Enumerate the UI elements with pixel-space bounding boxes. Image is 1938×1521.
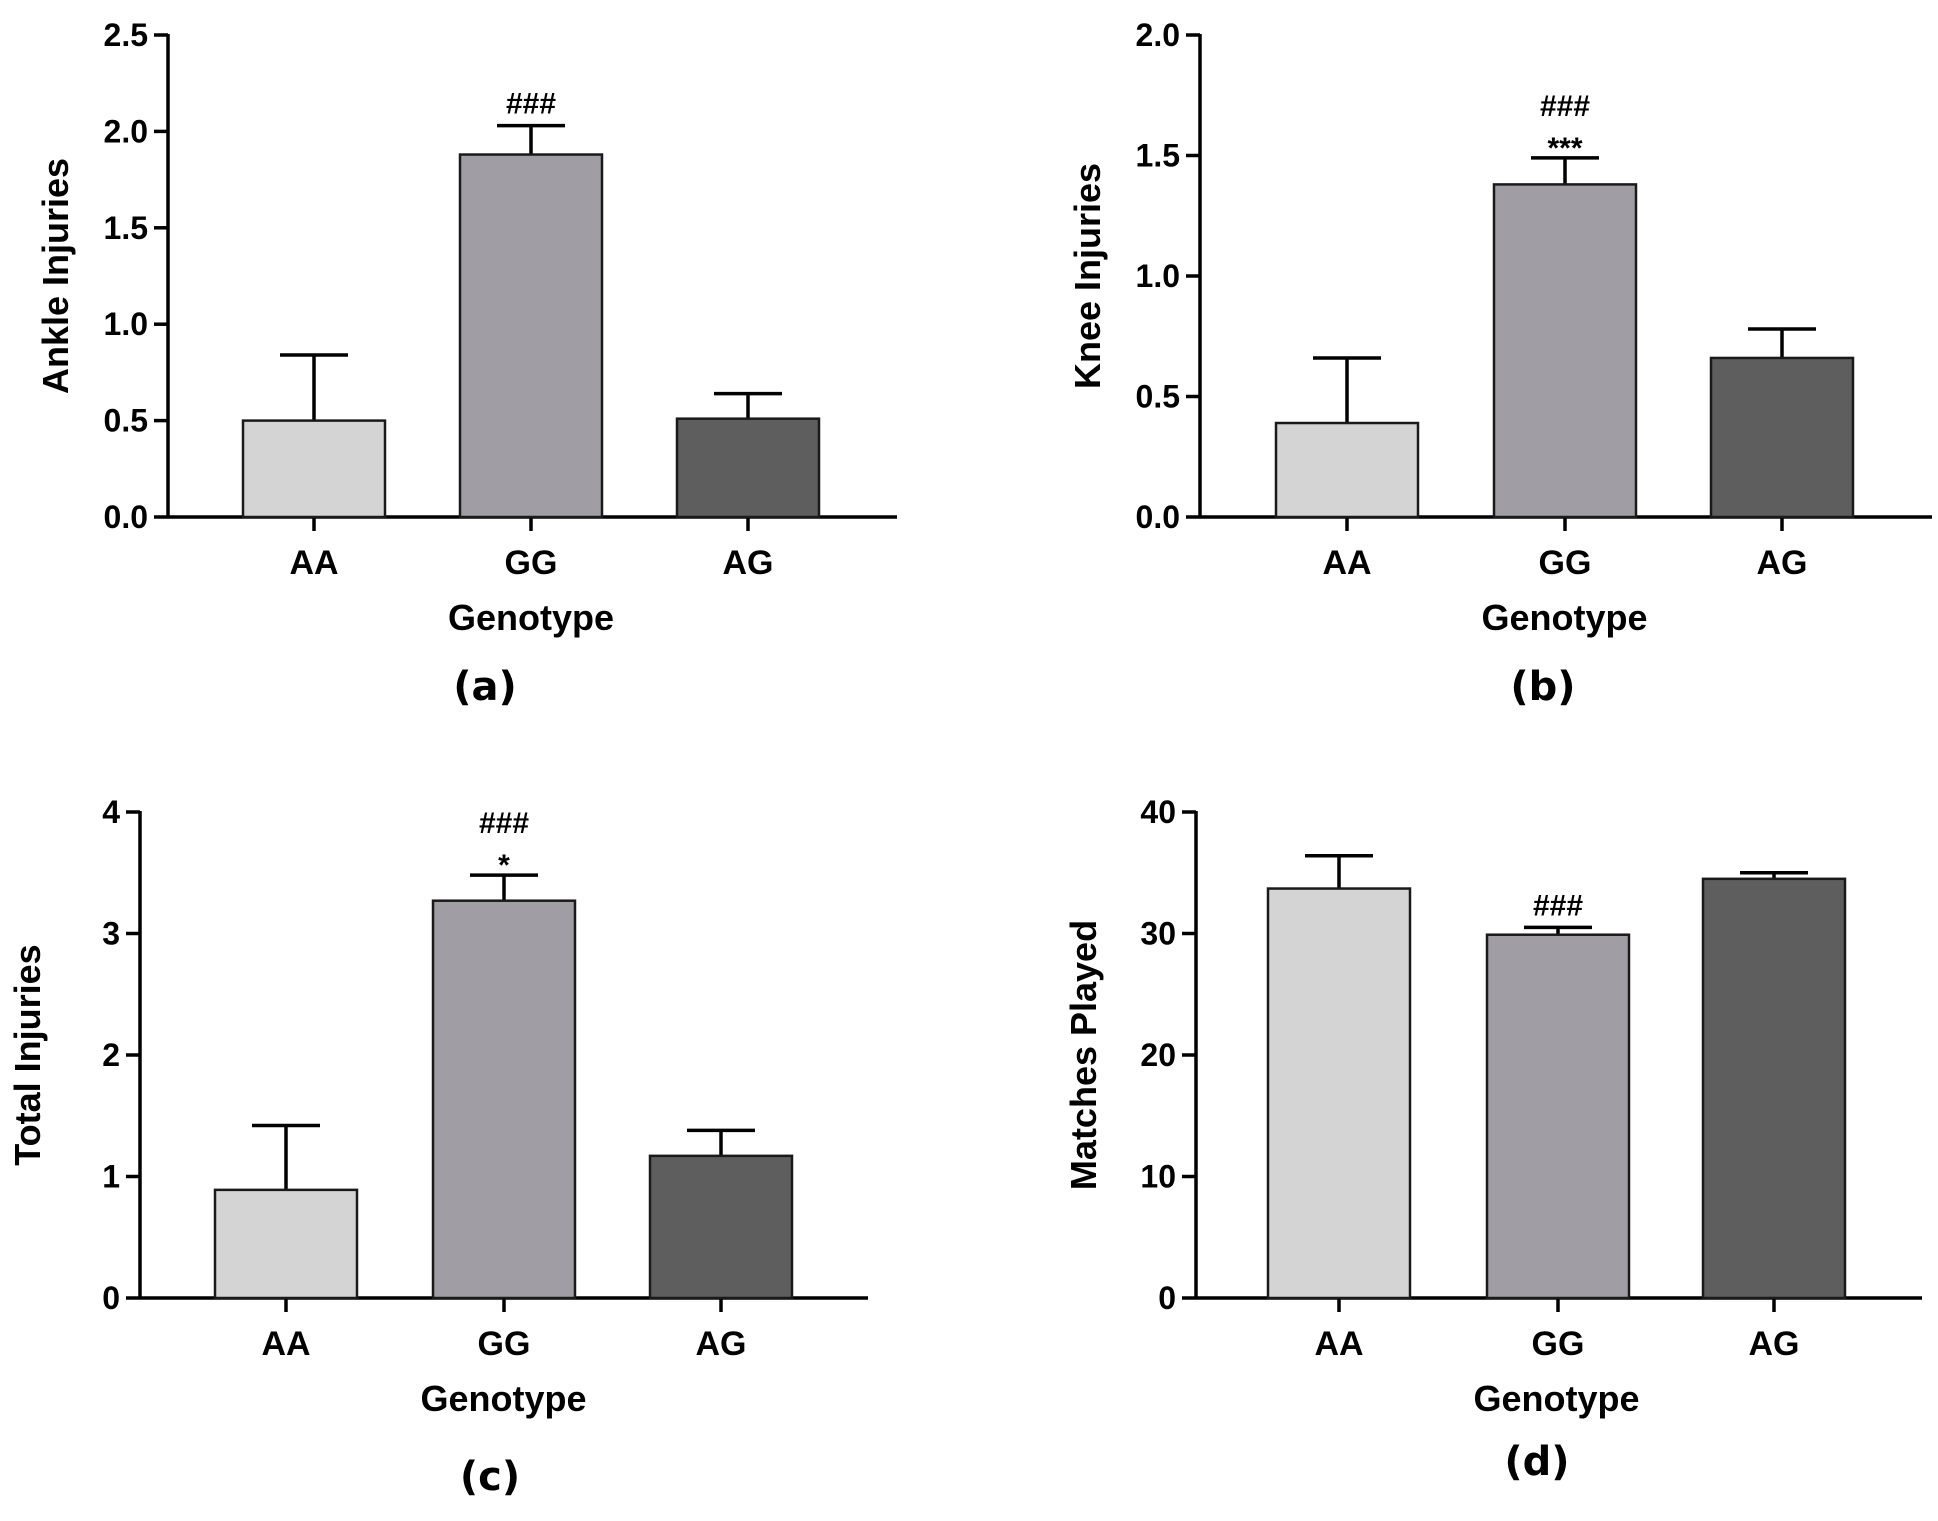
- panel-4-y-axis-title: Matches Played: [1063, 920, 1104, 1190]
- panel-4-y-tick-label: 40: [1140, 794, 1176, 830]
- panel-1-y-tick-label: 0.5: [104, 403, 148, 439]
- panel-4-y-tick-label: 10: [1140, 1159, 1176, 1195]
- panel-3-x-tick-label: AA: [261, 1325, 310, 1363]
- panel-3-y-axis-title: Total Injuries: [7, 944, 48, 1165]
- panel-4-x-tick-label: AG: [1749, 1325, 1800, 1363]
- panel-2-y-axis-title: Knee Injuries: [1067, 163, 1108, 389]
- panel-1-significance-annotation: ###: [506, 88, 556, 121]
- panel-3-y-tick-label: 3: [102, 916, 120, 952]
- panel-2-label: (b): [1510, 664, 1575, 710]
- panel-4-bar-gg: [1485, 933, 1631, 1300]
- panel-2-x-axis-title: Genotype: [1481, 597, 1647, 638]
- panel-4-x-axis-title: Genotype: [1473, 1378, 1639, 1419]
- panel-1-label: (a): [453, 664, 517, 710]
- panel-1-y-tick-label: 2.5: [104, 17, 148, 53]
- panel-3-significance-annotation: ###: [479, 807, 529, 840]
- panel-3-bar-ag: [648, 1154, 794, 1300]
- panel-1-y-tick-label: 2.0: [104, 113, 148, 149]
- panel-4-label: (d): [1504, 1439, 1569, 1485]
- panel-4-significance-annotation: ###: [1533, 889, 1583, 922]
- panel-3-y-tick-label: 2: [102, 1037, 120, 1073]
- panel-3-bar-gg: [431, 899, 577, 1300]
- panel-2-y-tick-label: 1.0: [1136, 258, 1180, 294]
- panel-4-x-tick-label: GG: [1532, 1325, 1585, 1363]
- panel-1-bar-aa: [241, 419, 387, 519]
- panel-3-y-tick-label: 4: [102, 794, 120, 830]
- panel-1-y-tick-label: 1.0: [104, 306, 148, 342]
- panel-2-significance-annotation: ***: [1547, 132, 1582, 165]
- panel-3-label: (c): [460, 1454, 520, 1500]
- panel-1-y-tick-label: 1.5: [104, 210, 148, 246]
- panel-3-x-tick-label: GG: [478, 1325, 531, 1363]
- panel-3-bar-aa: [213, 1188, 359, 1300]
- panel-1-bar-ag: [675, 417, 821, 519]
- panel-2-y-tick-label: 1.5: [1136, 138, 1180, 174]
- panel-4-x-tick-label: AA: [1314, 1325, 1363, 1363]
- panel-1-x-tick-label: AG: [723, 544, 774, 582]
- panel-3-x-tick-label: AG: [696, 1325, 747, 1363]
- panel-3-x-axis-title: Genotype: [420, 1378, 586, 1419]
- panel-1-bar-gg: [458, 153, 604, 519]
- panel-2-bar-ag: [1709, 356, 1855, 519]
- panel-4-bar-ag: [1701, 877, 1847, 1300]
- panel-3-significance-annotation: *: [498, 849, 510, 882]
- panel-2-bar-gg: [1492, 183, 1638, 519]
- panel-2-y-tick-label: 0.5: [1136, 379, 1180, 415]
- panel-3-y-tick-label: 1: [102, 1159, 120, 1195]
- panel-4-y-tick-label: 0: [1158, 1280, 1176, 1316]
- panel-2-x-tick-label: GG: [1539, 544, 1592, 582]
- panel-2-y-tick-label: 0.0: [1136, 499, 1180, 535]
- panel-4-bar-aa: [1266, 887, 1412, 1300]
- panel-1-x-axis-title: Genotype: [448, 597, 614, 638]
- panel-4-y-tick-label: 20: [1140, 1037, 1176, 1073]
- panel-1-y-tick-label: 0.0: [104, 499, 148, 535]
- panel-2-y-tick-label: 2.0: [1136, 17, 1180, 53]
- panel-1-x-tick-label: GG: [505, 544, 558, 582]
- panel-3-y-tick-label: 0: [102, 1280, 120, 1316]
- panel-2-x-tick-label: AA: [1322, 544, 1371, 582]
- panel-1-x-tick-label: AA: [289, 544, 338, 582]
- panel-2-significance-annotation: ###: [1540, 90, 1590, 123]
- panel-2-bar-aa: [1274, 421, 1420, 519]
- panel-1-y-axis-title: Ankle Injuries: [35, 158, 76, 394]
- panel-2-x-tick-label: AG: [1757, 544, 1808, 582]
- panel-4-y-tick-label: 30: [1140, 916, 1176, 952]
